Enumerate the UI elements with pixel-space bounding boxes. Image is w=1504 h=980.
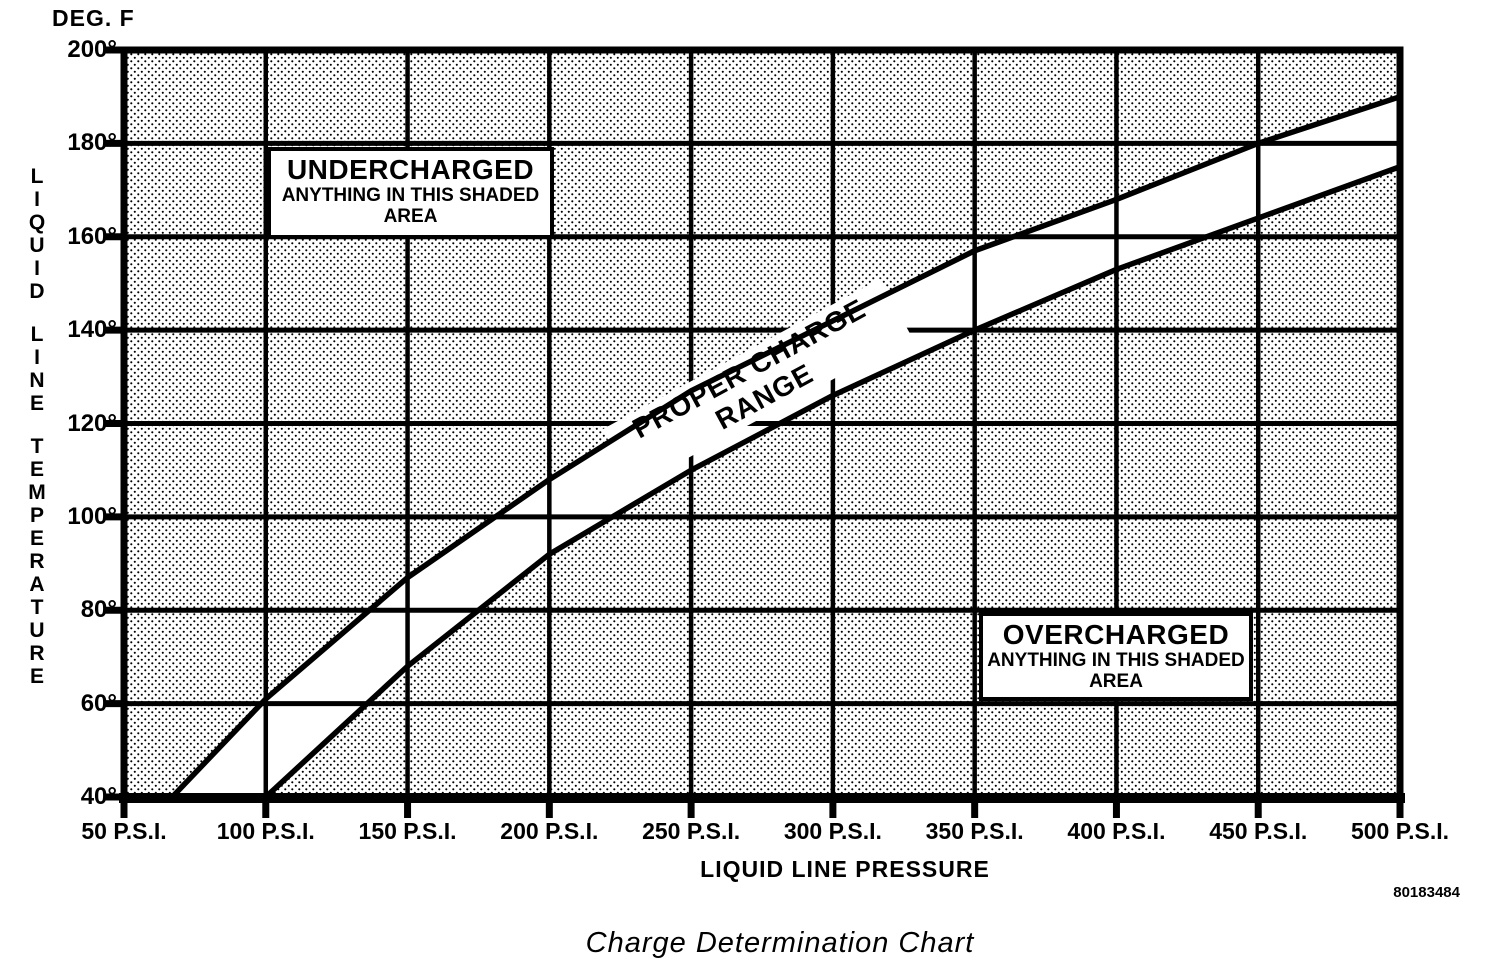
charge-boundary-curves	[169, 93, 1403, 800]
proper-charge-band	[172, 96, 1400, 797]
band-label-halo	[602, 278, 912, 488]
proper-charge-upper-boundary-curve	[169, 93, 1403, 800]
plot-frame-and-ticks	[104, 46, 1405, 818]
proper-charge-band-fill	[172, 96, 1400, 797]
proper-charge-lower-boundary-curve	[263, 163, 1403, 800]
